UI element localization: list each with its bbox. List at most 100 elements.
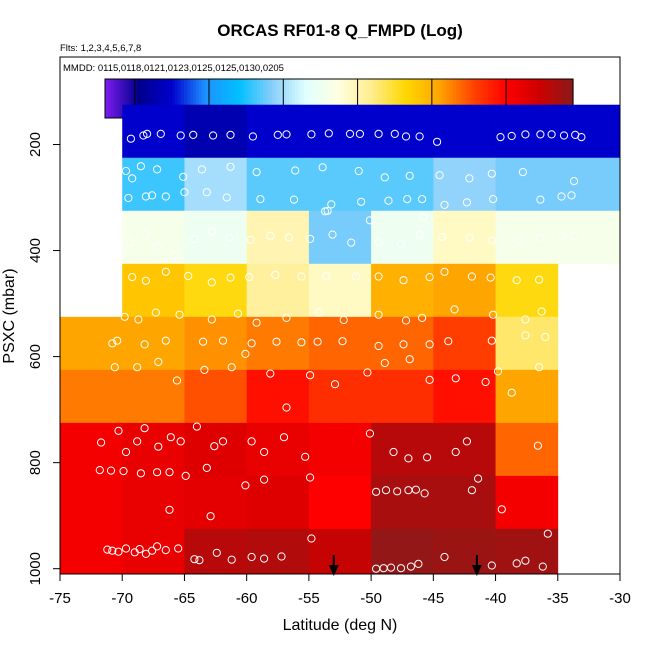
observation-point [154, 442, 163, 451]
x-axis-label: Latitude (deg N) [283, 617, 398, 634]
heatmap-cell [308, 157, 372, 212]
observation-point [161, 192, 170, 201]
colorbar-segment [192, 79, 197, 118]
y-tick-label: 600 [27, 344, 44, 369]
colorbar-segment [570, 79, 574, 118]
observation-point [390, 129, 399, 138]
colorbar-segment [447, 79, 451, 118]
observation-point [97, 438, 106, 447]
heatmap-cell [433, 316, 496, 371]
colorbar-segment [344, 79, 349, 118]
observation-point [199, 337, 208, 346]
colorbar-segment [292, 79, 296, 118]
observation-point [465, 174, 474, 183]
colorbar-segment [374, 79, 378, 118]
observation-point [396, 564, 406, 573]
colorbar-segment [140, 79, 144, 118]
observation-point [352, 272, 361, 281]
heatmap-cell [184, 316, 248, 371]
observation-point [179, 172, 188, 181]
colorbar-segment [365, 79, 369, 118]
heatmap-cell [495, 210, 559, 265]
observation-point [247, 437, 256, 446]
observation-point [507, 131, 516, 141]
heatmap-cell [495, 316, 559, 371]
observation-point [433, 137, 442, 146]
heatmap-cell [557, 210, 621, 265]
observation-point [389, 447, 398, 457]
observation-point [148, 191, 157, 200]
observation-point [128, 174, 137, 183]
colorbar-segment [546, 79, 551, 118]
colorbar-segment [403, 79, 407, 118]
colorbar-segment [224, 79, 229, 118]
observation-point [425, 340, 434, 349]
observation-point [143, 129, 152, 138]
colorbar-segment [537, 79, 542, 118]
colorbar-segment [300, 79, 305, 118]
colorbar-segment [306, 79, 311, 118]
observation-point [489, 310, 498, 319]
latitude-arrows [328, 555, 482, 576]
observation-point [577, 133, 586, 142]
observation-point [120, 312, 129, 321]
observation-point [345, 129, 355, 138]
heatmap-cell [495, 263, 559, 318]
observation-point [324, 129, 333, 138]
observation-point [451, 374, 460, 383]
observation-point [393, 487, 402, 496]
x-tick-label: -35 [547, 590, 569, 607]
colorbar-segment [148, 79, 153, 118]
observation-point [374, 272, 383, 281]
observation-point [154, 357, 163, 366]
heatmap-cell [433, 475, 496, 530]
observation-point [405, 355, 414, 364]
observation-point [161, 267, 170, 276]
colorbar-segment [166, 79, 170, 118]
heatmap-cell [308, 104, 372, 159]
heatmap-cell [495, 422, 559, 477]
heatmap-cell [122, 316, 185, 371]
observation-point [440, 552, 449, 562]
observation-point [209, 131, 218, 140]
observation-point [284, 233, 294, 242]
observation-point [419, 213, 428, 222]
observation-point [489, 195, 498, 204]
heatmap-cell [371, 369, 434, 424]
heatmap-cell [184, 210, 248, 265]
colorbar-segment [470, 79, 475, 118]
x-tick-label: -30 [609, 590, 631, 607]
colorbar-segment [183, 79, 188, 118]
heatmap-cell [246, 369, 310, 424]
observation-point [347, 238, 356, 247]
heatmap-cell [433, 157, 496, 212]
observation-point [512, 276, 521, 285]
colorbar-segment [213, 79, 217, 118]
observation-point [133, 437, 142, 446]
heatmap-cell [122, 475, 185, 530]
colorbar-segment [254, 79, 258, 118]
observation-point [415, 230, 424, 239]
observation-point [372, 487, 381, 496]
heatmap-cell [433, 422, 496, 477]
observation-point [135, 545, 144, 554]
observation-point [399, 276, 408, 285]
observation-point [153, 542, 162, 551]
observation-point [493, 367, 503, 376]
observation-point [128, 273, 137, 282]
observation-point [374, 310, 383, 319]
colorbar-segment [450, 79, 454, 118]
observation-point [307, 534, 316, 543]
observation-point [190, 234, 199, 243]
observation-point [247, 339, 256, 348]
observation-point [260, 475, 269, 484]
observation-point [521, 331, 530, 340]
observation-point [437, 232, 447, 241]
observation-point [462, 437, 471, 446]
observation-point [121, 544, 131, 553]
observation-point [170, 250, 179, 259]
observation-point [141, 192, 150, 201]
colorbar-segment [388, 79, 393, 118]
colorbar-segment [496, 79, 501, 118]
observation-point [190, 555, 199, 564]
